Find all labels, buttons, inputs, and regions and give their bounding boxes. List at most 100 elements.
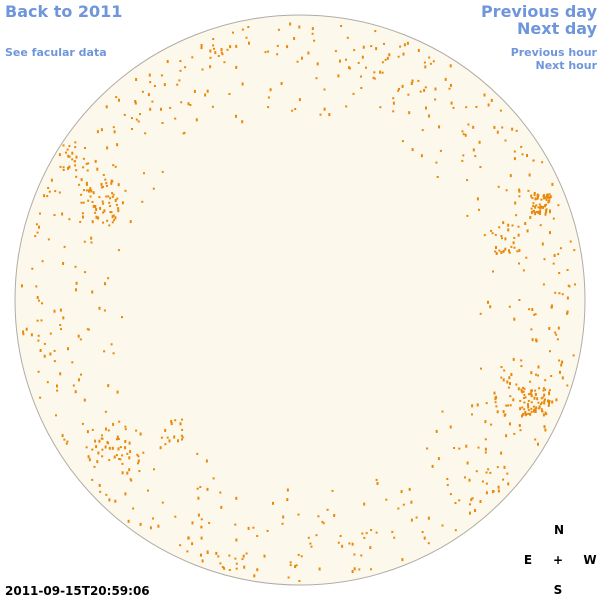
facula bbox=[59, 308, 62, 312]
facula bbox=[549, 350, 551, 353]
facula bbox=[535, 211, 538, 213]
facula bbox=[453, 447, 456, 449]
facula bbox=[510, 245, 513, 248]
facula bbox=[116, 438, 118, 441]
facula bbox=[478, 208, 480, 211]
facula bbox=[159, 446, 162, 450]
facula bbox=[139, 522, 142, 526]
facula bbox=[234, 557, 237, 560]
facula bbox=[449, 493, 452, 496]
facula bbox=[74, 164, 77, 167]
facula bbox=[141, 200, 144, 203]
facula bbox=[521, 406, 524, 409]
facula bbox=[100, 186, 103, 189]
facula bbox=[523, 393, 526, 396]
facula bbox=[544, 411, 547, 415]
next-hour-link[interactable]: Next hour bbox=[536, 59, 598, 72]
facula bbox=[402, 52, 405, 56]
facula bbox=[353, 49, 356, 52]
facula bbox=[191, 521, 194, 525]
facula bbox=[134, 100, 137, 103]
facula bbox=[534, 212, 537, 216]
facula bbox=[543, 401, 546, 405]
facula bbox=[545, 198, 548, 201]
facula bbox=[478, 140, 481, 144]
facula bbox=[365, 532, 368, 535]
facula bbox=[524, 414, 527, 417]
facula bbox=[160, 436, 163, 439]
facula bbox=[128, 468, 131, 472]
compass-center: + bbox=[553, 553, 563, 567]
facula bbox=[47, 238, 50, 241]
facula bbox=[392, 97, 395, 100]
facula bbox=[518, 424, 521, 427]
facula bbox=[534, 407, 537, 411]
facula bbox=[530, 401, 533, 404]
facula bbox=[90, 189, 93, 193]
facula bbox=[91, 290, 94, 294]
facula bbox=[135, 78, 138, 81]
facula bbox=[101, 448, 104, 451]
facula bbox=[484, 438, 487, 441]
faculae-layer bbox=[21, 22, 576, 582]
facula bbox=[504, 247, 507, 251]
facula bbox=[85, 189, 88, 192]
facula bbox=[96, 130, 99, 134]
facula bbox=[547, 404, 550, 407]
facula bbox=[307, 51, 310, 55]
facula bbox=[517, 233, 520, 237]
facula bbox=[187, 102, 190, 106]
facula bbox=[82, 157, 85, 160]
facula bbox=[542, 205, 544, 209]
facula bbox=[501, 237, 503, 240]
facula bbox=[199, 486, 202, 488]
facula bbox=[360, 554, 363, 557]
facular-data-link[interactable]: See facular data bbox=[5, 46, 107, 59]
facula bbox=[505, 434, 508, 438]
facula bbox=[397, 55, 400, 58]
facula bbox=[80, 193, 83, 196]
facula bbox=[345, 105, 348, 108]
next-day-link[interactable]: Next day bbox=[517, 19, 598, 38]
facula bbox=[100, 437, 103, 440]
facula bbox=[438, 125, 440, 129]
facula bbox=[68, 218, 71, 221]
facula bbox=[507, 386, 510, 389]
facula bbox=[527, 412, 530, 415]
facula bbox=[124, 428, 127, 431]
facula bbox=[353, 553, 356, 556]
facula bbox=[437, 457, 440, 461]
back-link[interactable]: Back to 2011 bbox=[5, 2, 122, 21]
compass-west: W bbox=[583, 553, 596, 567]
facula bbox=[126, 452, 129, 455]
facula bbox=[68, 145, 71, 148]
facula bbox=[252, 526, 255, 529]
facula bbox=[118, 458, 121, 460]
facula bbox=[331, 489, 334, 492]
facula bbox=[119, 458, 122, 461]
facula bbox=[235, 496, 238, 500]
facula bbox=[105, 182, 108, 185]
facula bbox=[41, 260, 44, 263]
facula bbox=[256, 535, 259, 537]
facula bbox=[84, 147, 86, 149]
facula bbox=[535, 373, 537, 376]
facula bbox=[221, 53, 224, 56]
facula bbox=[213, 47, 215, 50]
facula bbox=[94, 439, 97, 443]
facula bbox=[128, 456, 131, 460]
facula bbox=[449, 64, 452, 68]
previous-hour-link[interactable]: Previous hour bbox=[511, 46, 598, 59]
facula bbox=[502, 221, 505, 225]
facula bbox=[228, 554, 231, 557]
facula bbox=[61, 212, 64, 216]
facula bbox=[105, 493, 108, 496]
facula bbox=[458, 499, 461, 502]
compass-south: S bbox=[554, 583, 563, 597]
previous-day-link[interactable]: Previous day bbox=[481, 2, 598, 21]
facula bbox=[108, 446, 111, 450]
facula bbox=[105, 184, 108, 187]
facula bbox=[504, 139, 507, 142]
facula bbox=[534, 197, 537, 201]
